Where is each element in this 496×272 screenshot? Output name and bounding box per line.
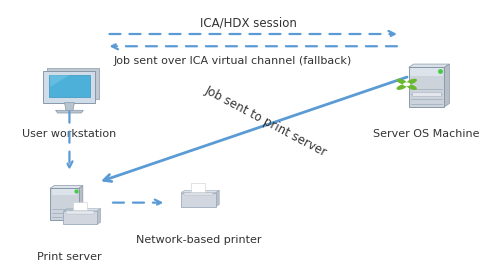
Polygon shape bbox=[50, 75, 69, 87]
Ellipse shape bbox=[396, 79, 407, 84]
Text: Job sent to print server: Job sent to print server bbox=[202, 83, 328, 159]
Polygon shape bbox=[409, 64, 449, 67]
Text: Job sent over ICA virtual channel (fallback): Job sent over ICA virtual channel (fallb… bbox=[114, 56, 352, 66]
FancyBboxPatch shape bbox=[409, 67, 444, 107]
Polygon shape bbox=[444, 64, 449, 107]
Polygon shape bbox=[56, 110, 83, 113]
Ellipse shape bbox=[396, 84, 407, 90]
Circle shape bbox=[403, 82, 410, 86]
Ellipse shape bbox=[407, 84, 417, 90]
Polygon shape bbox=[216, 190, 219, 207]
FancyBboxPatch shape bbox=[412, 91, 441, 96]
Text: ICA/HDX session: ICA/HDX session bbox=[199, 17, 297, 30]
FancyBboxPatch shape bbox=[44, 71, 95, 103]
Text: Server OS Machine: Server OS Machine bbox=[373, 129, 480, 139]
Polygon shape bbox=[79, 186, 83, 220]
FancyBboxPatch shape bbox=[184, 193, 213, 195]
Polygon shape bbox=[50, 186, 83, 188]
FancyBboxPatch shape bbox=[52, 189, 77, 195]
FancyBboxPatch shape bbox=[66, 211, 94, 214]
Polygon shape bbox=[48, 68, 99, 100]
Polygon shape bbox=[97, 209, 101, 224]
Polygon shape bbox=[181, 190, 219, 193]
Text: User workstation: User workstation bbox=[22, 129, 117, 139]
FancyBboxPatch shape bbox=[50, 188, 79, 220]
FancyBboxPatch shape bbox=[410, 68, 443, 76]
FancyBboxPatch shape bbox=[191, 183, 205, 192]
FancyBboxPatch shape bbox=[181, 193, 216, 207]
Text: Print server: Print server bbox=[37, 252, 102, 262]
Text: Network-based printer: Network-based printer bbox=[135, 235, 261, 245]
FancyBboxPatch shape bbox=[73, 202, 87, 210]
FancyBboxPatch shape bbox=[49, 75, 90, 97]
Polygon shape bbox=[64, 103, 74, 110]
Polygon shape bbox=[63, 209, 101, 211]
FancyBboxPatch shape bbox=[63, 211, 97, 224]
Ellipse shape bbox=[407, 79, 417, 84]
